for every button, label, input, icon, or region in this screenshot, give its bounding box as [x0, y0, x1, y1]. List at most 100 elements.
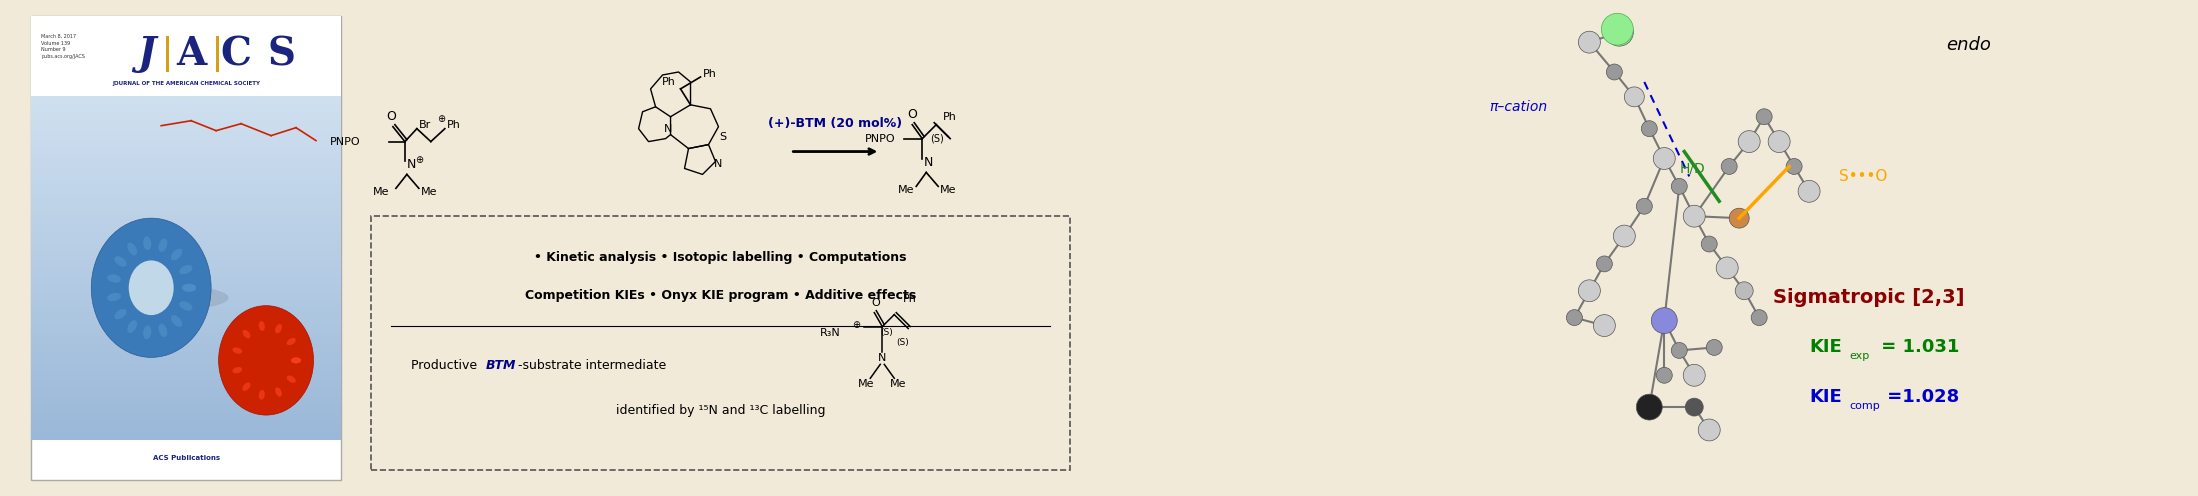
- Bar: [31, 131, 341, 132]
- Bar: [31, 393, 341, 394]
- Bar: [31, 177, 341, 178]
- Bar: [31, 134, 341, 135]
- Bar: [31, 398, 341, 399]
- Bar: [31, 329, 341, 330]
- Text: • Kinetic analysis • Isotopic labelling • Computations: • Kinetic analysis • Isotopic labelling …: [534, 251, 908, 264]
- Bar: [31, 384, 341, 385]
- Bar: [31, 259, 341, 260]
- Bar: [31, 349, 341, 350]
- Text: S: S: [719, 131, 725, 142]
- Bar: [31, 238, 341, 239]
- Bar: [31, 370, 341, 371]
- Text: =1.028: =1.028: [1881, 388, 1958, 406]
- Bar: [31, 358, 341, 359]
- Bar: [31, 117, 341, 118]
- Ellipse shape: [92, 218, 211, 358]
- Bar: [31, 244, 341, 245]
- Bar: [31, 264, 341, 265]
- Text: A: A: [176, 35, 207, 73]
- Bar: [31, 365, 341, 366]
- Bar: [31, 214, 341, 215]
- Bar: [31, 420, 341, 421]
- Text: Ph: Ph: [943, 112, 956, 122]
- Bar: [31, 361, 341, 362]
- Ellipse shape: [242, 330, 251, 338]
- Bar: [31, 389, 341, 390]
- Text: O: O: [387, 110, 396, 123]
- Circle shape: [1752, 310, 1767, 325]
- Text: (S): (S): [897, 338, 908, 347]
- Bar: [31, 274, 341, 275]
- Bar: [31, 316, 341, 317]
- Bar: [31, 322, 341, 323]
- Bar: [31, 197, 341, 198]
- Bar: [31, 416, 341, 417]
- Bar: [31, 424, 341, 425]
- Bar: [31, 133, 341, 134]
- Bar: [31, 251, 341, 252]
- Bar: [31, 321, 341, 322]
- Bar: [31, 331, 341, 332]
- Ellipse shape: [290, 358, 301, 364]
- Bar: [31, 392, 341, 393]
- Bar: [31, 193, 341, 194]
- Bar: [31, 250, 341, 251]
- Bar: [31, 391, 341, 392]
- Ellipse shape: [171, 315, 182, 327]
- Bar: [31, 277, 341, 278]
- Bar: [31, 208, 341, 209]
- Bar: [31, 263, 341, 264]
- Bar: [31, 366, 341, 367]
- Bar: [31, 271, 341, 272]
- Bar: [31, 356, 341, 357]
- Circle shape: [1670, 179, 1688, 194]
- Bar: [31, 147, 341, 148]
- Bar: [31, 99, 341, 100]
- Bar: [31, 233, 341, 234]
- Bar: [31, 148, 341, 149]
- Bar: [31, 438, 341, 439]
- Bar: [31, 128, 341, 129]
- Bar: [31, 295, 341, 296]
- Text: Me: Me: [371, 187, 389, 197]
- Bar: [31, 280, 341, 281]
- Bar: [31, 275, 341, 276]
- Bar: [31, 100, 341, 101]
- Bar: [31, 346, 341, 347]
- Bar: [31, 302, 341, 303]
- Bar: [31, 270, 341, 271]
- Bar: [31, 439, 341, 440]
- Bar: [31, 289, 341, 290]
- Bar: [31, 336, 341, 337]
- Bar: [31, 162, 341, 163]
- Bar: [31, 223, 341, 224]
- Bar: [31, 404, 341, 405]
- Bar: [31, 178, 341, 179]
- Text: π–cation: π–cation: [1490, 100, 1547, 114]
- Text: O: O: [908, 108, 917, 121]
- Bar: [31, 376, 341, 377]
- Ellipse shape: [233, 367, 242, 373]
- Ellipse shape: [171, 248, 182, 260]
- Circle shape: [1578, 280, 1600, 302]
- Ellipse shape: [182, 284, 196, 292]
- Bar: [31, 429, 341, 430]
- Bar: [31, 241, 341, 242]
- Bar: [31, 372, 341, 373]
- Bar: [31, 211, 341, 212]
- Ellipse shape: [259, 321, 264, 331]
- Bar: [31, 379, 341, 380]
- Text: JOURNAL OF THE AMERICAN CHEMICAL SOCIETY: JOURNAL OF THE AMERICAN CHEMICAL SOCIETY: [112, 81, 259, 86]
- Circle shape: [1635, 198, 1653, 214]
- Bar: [31, 374, 341, 375]
- Bar: [31, 169, 341, 170]
- Bar: [31, 204, 341, 205]
- Text: R₃N: R₃N: [820, 327, 840, 337]
- Bar: [31, 121, 341, 122]
- Bar: [31, 380, 341, 381]
- Bar: [31, 328, 341, 329]
- Bar: [31, 410, 341, 411]
- Bar: [31, 227, 341, 228]
- Circle shape: [1642, 121, 1657, 136]
- Bar: [31, 107, 341, 108]
